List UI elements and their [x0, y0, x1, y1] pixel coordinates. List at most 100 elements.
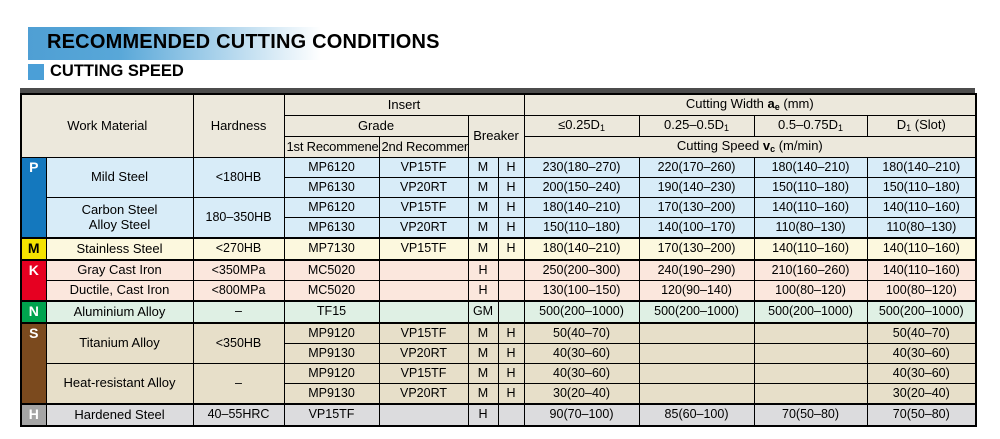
material-name: Mild Steel	[45, 157, 194, 198]
speed-empty-cell	[638, 322, 755, 344]
header-rec1: 1st Recommenedation	[283, 136, 380, 158]
header-cutting-width: Cutting Width ae (mm)	[523, 93, 977, 116]
badge-h: H	[20, 403, 47, 427]
grade2-empty-cell	[378, 280, 469, 302]
breaker-m-cell: M	[467, 177, 499, 198]
table-row: H Hardened Steel 40–55HRC VP15TF H 90(70…	[20, 403, 977, 427]
grade2-cell: VP15TF	[378, 363, 469, 384]
breaker-h-empty-cell	[497, 280, 525, 302]
section-bullet-icon	[28, 64, 44, 80]
grade2-cell: VP15TF	[378, 157, 469, 178]
section-title: CUTTING SPEED	[50, 62, 184, 80]
speed-empty-cell	[638, 343, 755, 364]
breaker-h-cell: H	[497, 177, 525, 198]
grade1-cell: MP9120	[283, 322, 380, 344]
header-row-3: 1st Recommenedation 2nd Recommenedation …	[21, 136, 977, 158]
table-row: M Stainless Steel <270HB MP7130 VP15TF M…	[20, 237, 977, 261]
grade1-cell: MP7130	[283, 237, 380, 261]
speed-cell: 40(30–60)	[866, 343, 977, 364]
hardness-value: <800MPa	[192, 280, 285, 302]
speed-cell: 230(180–270)	[523, 157, 640, 178]
speed-empty-cell	[753, 322, 868, 344]
breaker-h-cell: H	[497, 363, 525, 384]
breaker-h-empty-cell	[497, 300, 525, 324]
speed-cell: 150(110–180)	[523, 217, 640, 239]
grade1-cell: MP9120	[283, 363, 380, 384]
badge-k: K	[20, 259, 47, 302]
speed-cell: 150(110–180)	[866, 177, 977, 198]
breaker-m-cell: GM	[467, 300, 499, 324]
table-row: P Mild Steel <180HB MP6120 VP15TF M H 23…	[20, 157, 977, 239]
hardness-value: –	[192, 363, 285, 405]
breaker-m-cell: M	[467, 197, 499, 218]
speed-cell: 100(80–120)	[866, 280, 977, 302]
speed-cell: 170(130–200)	[638, 197, 755, 218]
grade2-empty-cell	[378, 300, 469, 324]
breaker-h-cell: H	[497, 322, 525, 344]
header-rec2: 2nd Recommenedation	[378, 136, 469, 158]
grade1-cell: MP6120	[283, 157, 380, 178]
speed-empty-cell	[638, 363, 755, 384]
speed-cell: 140(110–160)	[866, 259, 977, 281]
speed-cell: 140(110–160)	[866, 197, 977, 218]
header-row-2: Grade Breaker ≤0.25D1 0.25–0.5D1 0.5–0.7…	[21, 115, 977, 158]
grade1-cell: VP15TF	[283, 403, 380, 427]
speed-cell: 210(160–260)	[753, 259, 868, 281]
speed-cell: 30(20–40)	[866, 383, 977, 405]
speed-cell: 140(110–160)	[866, 237, 977, 261]
speed-empty-cell	[753, 363, 868, 384]
grade2-empty-cell	[378, 259, 469, 281]
grade2-cell: VP20RT	[378, 177, 469, 198]
header-breaker: Breaker	[467, 115, 525, 158]
grade2-cell: VP20RT	[378, 383, 469, 405]
breaker-h-cell: H	[497, 237, 525, 261]
breaker-m-cell: M	[467, 383, 499, 405]
speed-cell: 50(40–70)	[523, 322, 640, 344]
hardness-value: 180–350HB	[192, 197, 285, 239]
table-row: Ductile, Cast Iron <800MPa MC5020 H 130(…	[21, 280, 977, 302]
table-row: K Gray Cast Iron <350MPa MC5020 H 250(20…	[20, 259, 977, 302]
material-name: Aluminium Alloy	[45, 300, 194, 324]
breaker-m-cell: H	[467, 280, 499, 302]
grade2-cell: VP15TF	[378, 197, 469, 218]
breaker-h-cell: H	[497, 197, 525, 218]
speed-cell: 180(140–210)	[523, 197, 640, 218]
table-row: MP6130 VP20RT M H 200(150–240) 190(140–2…	[21, 177, 977, 198]
speed-cell: 140(110–160)	[753, 197, 868, 218]
speed-empty-cell	[753, 343, 868, 364]
speed-cell: 70(50–80)	[753, 403, 868, 427]
hardness-value: –	[192, 300, 285, 324]
speed-cell: 180(140–210)	[753, 157, 868, 178]
badge-p: P	[20, 157, 47, 239]
breaker-m-cell: H	[467, 403, 499, 427]
speed-cell: 500(200–1000)	[638, 300, 755, 324]
breaker-m-cell: M	[467, 343, 499, 364]
grade2-cell: VP20RT	[378, 217, 469, 239]
speed-cell: 50(40–70)	[866, 322, 977, 344]
speed-cell: 40(30–60)	[866, 363, 977, 384]
table-row: Heat-resistant Alloy – MP9120 VP15TF M H…	[21, 363, 977, 405]
grade1-cell: MP6130	[283, 217, 380, 239]
grade2-cell: VP15TF	[378, 322, 469, 344]
header-work-material: Work Material	[20, 93, 194, 158]
table-row: Carbon Steel Alloy Steel 180–350HB MP6120…	[21, 197, 977, 239]
breaker-h-cell: H	[497, 217, 525, 239]
table-top-bar	[20, 88, 975, 93]
table-row: MP9130 VP20RT M H 40(30–60) 40(30–60)	[21, 343, 977, 364]
speed-cell: 110(80–130)	[866, 217, 977, 239]
breaker-h-cell: H	[497, 343, 525, 364]
speed-cell: 70(50–80)	[866, 403, 977, 427]
grade1-cell: MC5020	[283, 280, 380, 302]
speed-cell: 200(150–240)	[523, 177, 640, 198]
material-name: Carbon Steel Alloy Steel	[45, 197, 194, 239]
speed-empty-cell	[638, 383, 755, 405]
speed-cell: 190(140–230)	[638, 177, 755, 198]
header-cutting-speed: Cutting Speed vc (m/min)	[523, 136, 977, 158]
header-width-col-4: D1 (Slot)	[866, 115, 977, 137]
header-grade: Grade	[283, 115, 469, 137]
speed-empty-cell	[753, 383, 868, 405]
material-name: Hardened Steel	[45, 403, 194, 427]
speed-cell: 100(80–120)	[753, 280, 868, 302]
grade2-cell: VP20RT	[378, 343, 469, 364]
